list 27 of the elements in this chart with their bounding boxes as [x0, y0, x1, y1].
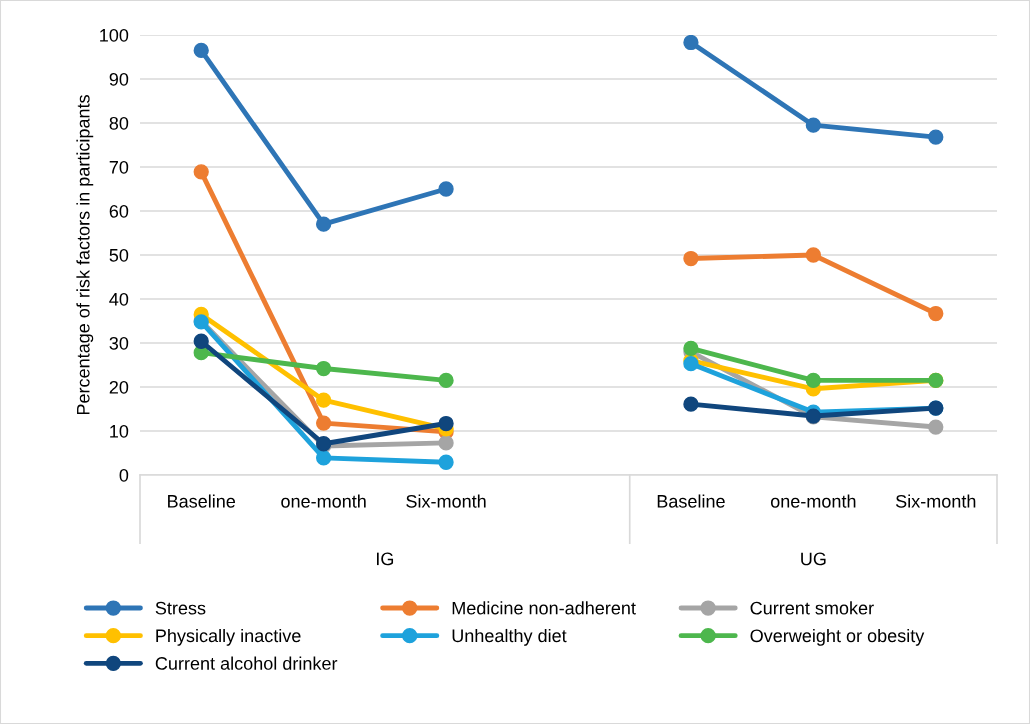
y-tick-label: 50 [109, 248, 129, 262]
x-tick-label: Six-month [895, 494, 976, 508]
y-axis-title: Percentage of risk factors in participants [76, 95, 94, 415]
y-tick-label: 90 [109, 72, 129, 86]
legend-label: Physically inactive [156, 628, 301, 646]
y-tick-label: 10 [110, 424, 129, 438]
y-tick-label: 100 [100, 28, 129, 42]
legend-label: Overweight or obesity [750, 628, 925, 646]
legend-label: Unhealthy diet [452, 628, 567, 646]
x-tick-label: Six-month [406, 494, 486, 508]
text: UG [801, 552, 826, 566]
y-tick-label: 20 [109, 380, 129, 394]
x-tick-label: Baseline [657, 494, 725, 508]
x-tick-label: one-month [770, 494, 856, 508]
y-tick-label: 60 [109, 204, 129, 218]
text: IG [376, 552, 394, 566]
legend-label: Current smoker [750, 601, 874, 615]
legend-label: Medicine non-adherent [452, 601, 636, 615]
y-tick-label: 0 [119, 468, 129, 482]
legend-label: Current alcohol drinker [155, 656, 338, 670]
legend-label: Stress [155, 601, 206, 615]
y-tick-label: 70 [109, 160, 129, 174]
x-tick-label: Baseline [168, 494, 236, 508]
x-tick-label: one-month [281, 494, 366, 508]
y-tick-label: 40 [109, 292, 129, 306]
y-tick-label: 30 [109, 336, 129, 350]
y-tick-label: 80 [109, 116, 129, 130]
